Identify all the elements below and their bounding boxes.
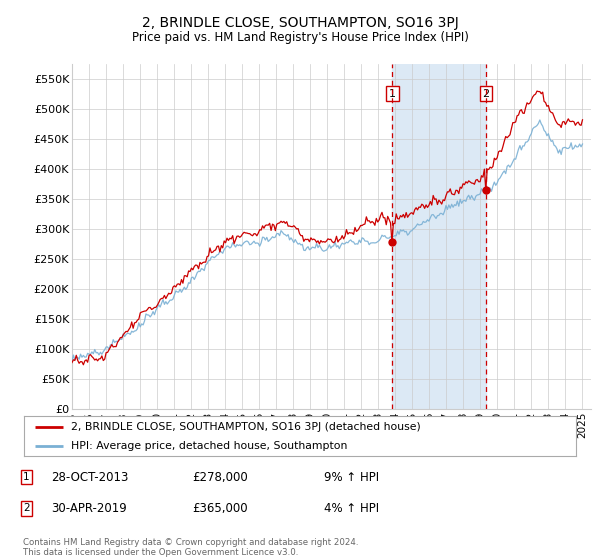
Text: HPI: Average price, detached house, Southampton: HPI: Average price, detached house, Sout… [71,441,347,451]
Text: 2: 2 [482,88,490,99]
Text: 9% ↑ HPI: 9% ↑ HPI [324,470,379,484]
Bar [392,64,486,409]
Text: 2, BRINDLE CLOSE, SOUTHAMPTON, SO16 3PJ (detached house): 2, BRINDLE CLOSE, SOUTHAMPTON, SO16 3PJ … [71,422,421,432]
Text: £365,000: £365,000 [192,502,248,515]
Text: 2, BRINDLE CLOSE, SOUTHAMPTON, SO16 3PJ: 2, BRINDLE CLOSE, SOUTHAMPTON, SO16 3PJ [142,16,458,30]
Text: Contains HM Land Registry data © Crown copyright and database right 2024.
This d: Contains HM Land Registry data © Crown c… [23,538,358,557]
Text: 1: 1 [23,472,29,482]
Text: 1: 1 [389,88,396,99]
Text: 30-APR-2019: 30-APR-2019 [51,502,127,515]
Text: £278,000: £278,000 [192,470,248,484]
Text: 28-OCT-2013: 28-OCT-2013 [51,470,128,484]
Text: 2: 2 [23,503,29,514]
Text: 4% ↑ HPI: 4% ↑ HPI [324,502,379,515]
Text: Price paid vs. HM Land Registry's House Price Index (HPI): Price paid vs. HM Land Registry's House … [131,31,469,44]
